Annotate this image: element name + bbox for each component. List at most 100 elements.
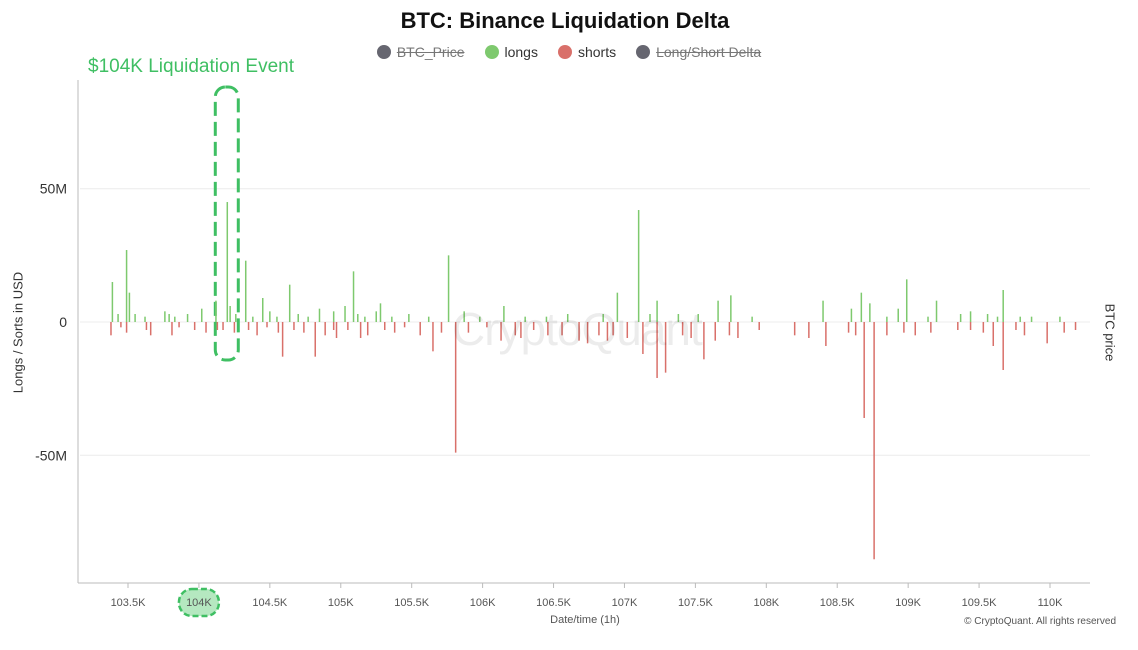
short-liquidation-bar	[903, 322, 905, 333]
short-liquidation-bar	[178, 322, 180, 328]
y-tick-label: 50M	[40, 181, 67, 197]
long-liquidation-bar	[134, 314, 136, 322]
long-liquidation-bar	[427, 316, 430, 322]
x-tick-label: 110K	[1038, 597, 1064, 609]
long-liquidation-bar	[677, 314, 680, 322]
short-liquidation-bar	[359, 322, 362, 338]
long-liquidation-bar	[307, 316, 309, 322]
short-liquidation-bar	[514, 322, 516, 336]
short-liquidation-bar	[486, 322, 488, 328]
long-liquidation-bar	[730, 295, 732, 322]
short-liquidation-bar	[863, 322, 865, 418]
long-liquidation-bar	[886, 316, 888, 322]
short-liquidation-bar	[886, 322, 888, 336]
long-liquidation-bar	[822, 300, 824, 322]
x-tick-label: 109K	[895, 597, 921, 609]
long-liquidation-bar	[125, 250, 128, 322]
long-liquidation-bar	[969, 311, 972, 322]
short-liquidation-bar	[266, 322, 268, 328]
short-liquidation-bar	[454, 322, 457, 453]
long-liquidation-bar	[364, 316, 366, 322]
short-liquidation-bar	[256, 322, 258, 336]
long-liquidation-bar	[379, 303, 382, 322]
short-liquidation-bar	[808, 322, 810, 338]
short-liquidation-bar	[606, 322, 609, 341]
long-liquidation-bar	[697, 314, 699, 322]
short-liquidation-bar	[873, 322, 875, 560]
short-liquidation-bar	[233, 322, 236, 333]
x-tick-label: 104.5K	[252, 597, 288, 609]
x-tick-label: 108K	[753, 597, 779, 609]
long-liquidation-bar	[717, 300, 719, 322]
short-liquidation-bar	[1074, 322, 1077, 330]
short-liquidation-bar	[1015, 322, 1017, 330]
legend-item-btc-price[interactable]: BTC_Price	[376, 44, 465, 60]
long-liquidation-bar	[927, 316, 929, 322]
short-liquidation-bar	[561, 322, 563, 336]
long-liquidation-bar	[235, 314, 237, 322]
long-liquidation-bar	[959, 314, 962, 322]
secondary-y-axis-label: BTC price	[1102, 303, 1118, 362]
short-liquidation-bar	[366, 322, 369, 336]
short-liquidation-bar	[222, 322, 224, 330]
long-liquidation-bar	[602, 314, 604, 322]
long-liquidation-bar	[751, 316, 753, 322]
short-liquidation-bar	[393, 322, 396, 333]
long-liquidation-bar	[332, 311, 335, 322]
short-liquidation-bar	[403, 322, 406, 328]
x-tick-label: 106K	[470, 597, 496, 609]
short-liquidation-bar	[125, 322, 128, 333]
long-liquidation-bar	[357, 314, 359, 322]
long-liquidation-bar	[566, 314, 569, 322]
long-liquidation-bar	[391, 316, 393, 322]
long-liquidation-bar	[905, 279, 908, 322]
short-liquidation-bar	[854, 322, 857, 336]
short-liquidation-bar	[419, 322, 421, 336]
long-liquidation-bar	[276, 316, 278, 322]
long-liquidation-bar	[229, 306, 231, 322]
short-liquidation-bar	[532, 322, 535, 330]
short-liquidation-bar	[467, 322, 470, 333]
short-liquidation-bar	[120, 322, 122, 328]
short-liquidation-bar	[1046, 322, 1048, 344]
legend-item-long-short-delta[interactable]: Long/Short Delta	[636, 44, 761, 60]
long-liquidation-bar	[447, 255, 450, 322]
long-liquidation-bar	[1059, 316, 1061, 322]
long-liquidation-bar	[1002, 290, 1004, 322]
short-liquidation-bar	[440, 322, 443, 333]
x-tick-label: 105K	[328, 597, 354, 609]
long-liquidation-bar	[479, 316, 481, 322]
x-tick-label: 103.5K	[111, 597, 147, 609]
y-tick-label: -50M	[35, 447, 67, 463]
long-liquidation-bar	[545, 316, 548, 322]
short-liquidation-bar	[347, 322, 349, 330]
long-liquidation-bar	[375, 311, 377, 322]
short-liquidation-bar	[642, 322, 644, 354]
short-liquidation-bar	[293, 322, 295, 330]
long-liquidation-bar	[897, 308, 899, 322]
long-liquidation-bar	[463, 311, 465, 322]
long-liquidation-bar	[986, 314, 989, 322]
long-liquidation-bar	[344, 306, 346, 322]
long-liquidation-bar	[164, 311, 166, 322]
short-liquidation-bar	[825, 322, 827, 346]
short-liquidation-bar	[969, 322, 972, 330]
highlighted-104k-tick	[177, 587, 221, 618]
long-liquidation-bar	[288, 284, 291, 322]
long-liquidation-bar	[244, 260, 247, 322]
legend-item-longs[interactable]: longs	[484, 44, 538, 60]
x-axis-label: Date/time (1h)	[550, 614, 620, 626]
short-liquidation-bar	[324, 322, 326, 336]
chart-title: BTC: Binance Liquidation Delta	[400, 8, 730, 33]
long-liquidation-bar	[117, 314, 119, 322]
long-liquidation-bar	[297, 314, 299, 322]
short-liquidation-bar	[332, 322, 335, 330]
short-liquidation-bar	[281, 322, 284, 357]
long-liquidation-bar	[869, 303, 871, 322]
x-tick-label: 108.5K	[820, 597, 856, 609]
x-tick-label: 105.5K	[394, 597, 430, 609]
long-liquidation-bar	[252, 316, 254, 322]
short-liquidation-bar	[314, 322, 316, 357]
legend-item-shorts[interactable]: shorts	[557, 44, 616, 60]
